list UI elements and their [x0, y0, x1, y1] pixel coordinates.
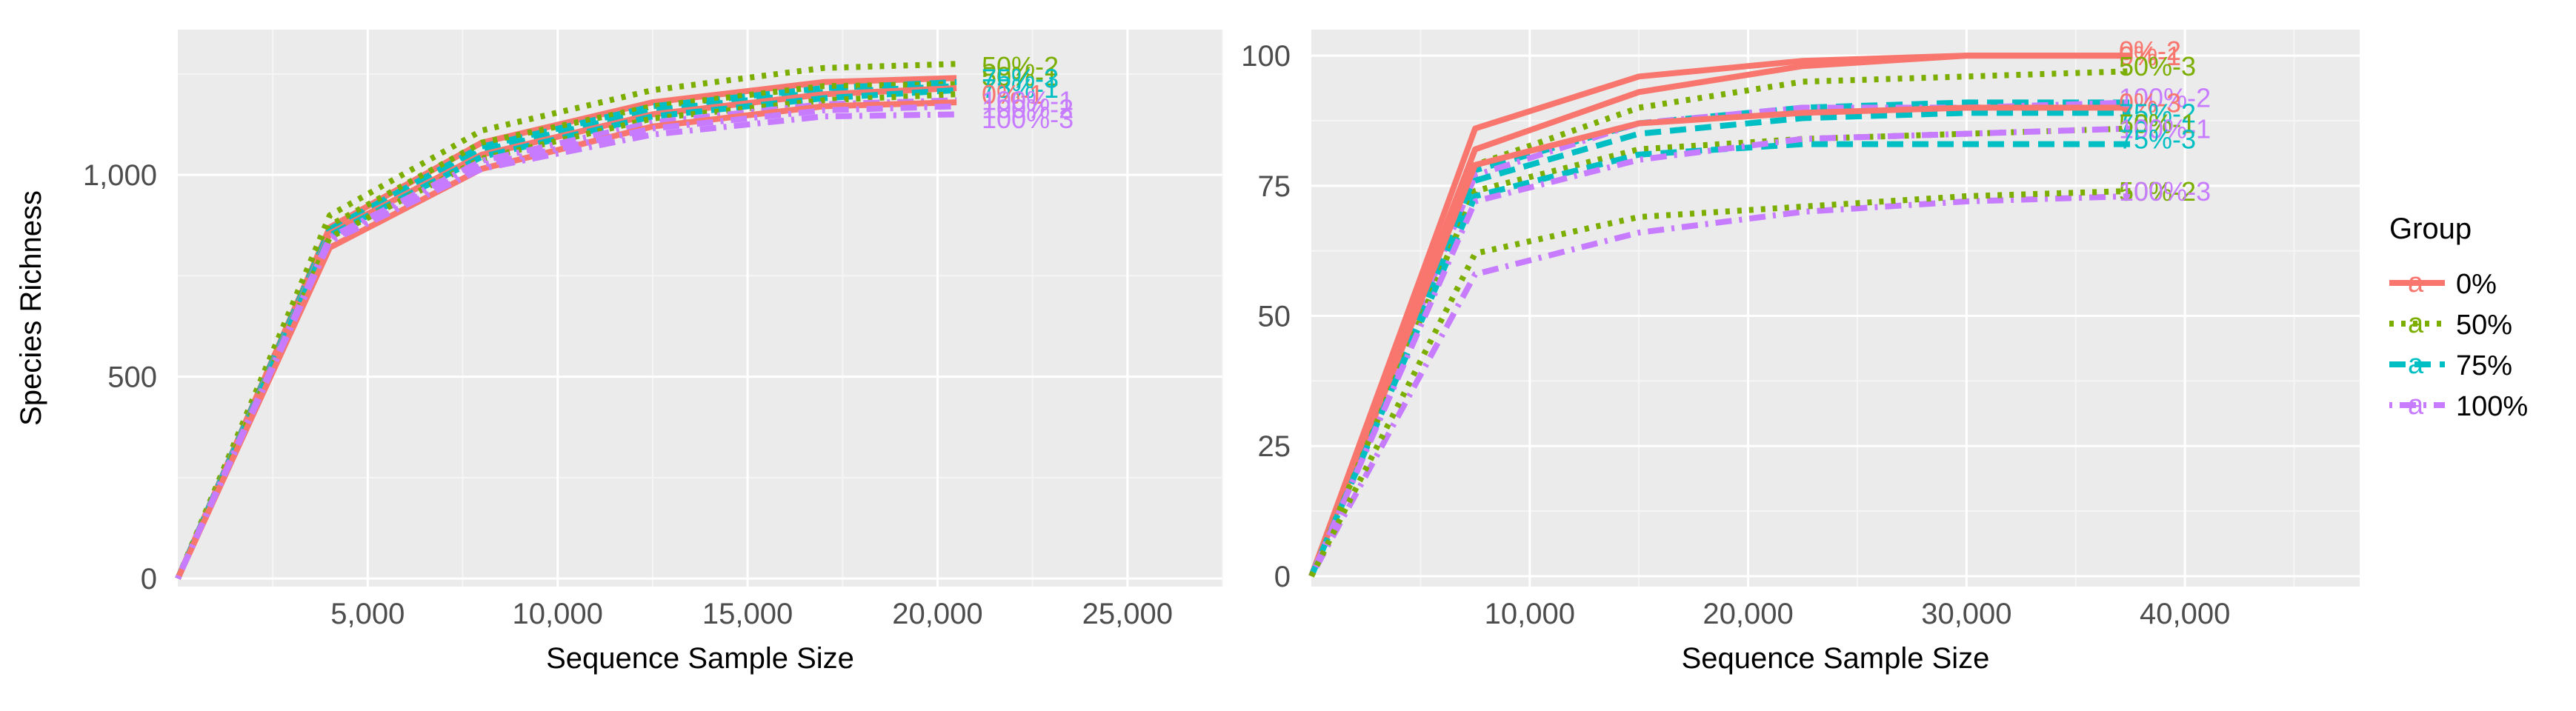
left-chart-panel: 50%-250%-175%-375%-10%-1100%-1100%-2100%…	[15, 30, 1223, 675]
series-end-label: 50%-3	[2119, 51, 2196, 81]
legend: Group a 0% a 50% a 75% a 100%	[2389, 213, 2528, 422]
series-end-label: 0%-2	[2119, 36, 2181, 66]
series-line-75%-1	[1308, 110, 2131, 578]
series-end-label: 75%-2	[2119, 98, 2196, 128]
x-tick-label: 15,000	[702, 598, 793, 630]
y-tick-label: 500	[107, 361, 157, 394]
legend-item-label: 75%	[2456, 350, 2512, 381]
x-axis-title: Sequence Sample Size	[1682, 642, 1990, 675]
series-end-label: 100%-3	[982, 104, 1074, 134]
legend-key-letter: a	[2408, 308, 2424, 339]
y-tick-label: 50	[1258, 301, 1291, 333]
legend-title: Group	[2389, 213, 2472, 245]
legend-key-letter: a	[2408, 349, 2424, 380]
series-end-label: 50%-2	[982, 51, 1059, 81]
series-end-label: 100%-2	[2119, 82, 2211, 113]
series-end-label: 100%-1	[2119, 114, 2211, 144]
x-tick-label: 20,000	[892, 598, 982, 630]
y-axis-title: Species Richness	[15, 190, 47, 426]
y-tick-label: 75	[1258, 170, 1291, 203]
series-end-label: 50%-1	[982, 61, 1059, 92]
series-line-0%-1	[1308, 53, 2131, 578]
series-line-100%-1	[1308, 125, 2131, 578]
y-tick-label: 1,000	[83, 159, 157, 192]
y-tick-label: 25	[1258, 430, 1291, 463]
series-end-label: 100%-1	[982, 85, 1074, 116]
x-tick-label: 10,000	[513, 598, 603, 630]
x-tick-label: 20,000	[1703, 598, 1793, 630]
series-line-100%-1	[175, 97, 957, 580]
legend-item-label: 0%	[2456, 269, 2497, 300]
series-line-100%-3	[1308, 193, 2131, 578]
legend-key-letter: a	[2408, 267, 2424, 298]
series-end-label: 0%-3	[2119, 87, 2181, 118]
y-tick-label: 0	[141, 563, 157, 595]
series-end-label: 75%-1	[982, 73, 1059, 104]
series-end-label: 100%-2	[982, 93, 1074, 124]
series-line-50%-2	[175, 61, 957, 580]
x-tick-label: 25,000	[1082, 598, 1173, 630]
legend-item-label: 50%	[2456, 310, 2512, 341]
x-tick-label: 5,000	[330, 598, 405, 630]
series-end-label: 75%-3	[982, 63, 1059, 93]
right-chart-panel: 0%-20%-150%-3100%-20%-375%-275%-150%-110…	[1241, 30, 2360, 675]
series-end-label: 50%-1	[2119, 109, 2196, 139]
series-end-label: 100%-3	[2119, 176, 2211, 207]
series-end-label: 50%-2	[2119, 176, 2196, 207]
series-end-label: 0%-1	[982, 79, 1044, 110]
series-end-label: 75%-1	[2119, 109, 2196, 139]
y-tick-label: 100	[1241, 40, 1291, 73]
legend-item-label: 100%	[2456, 391, 2528, 422]
x-axis-title: Sequence Sample Size	[546, 642, 854, 675]
x-tick-label: 10,000	[1485, 598, 1575, 630]
x-tick-label: 40,000	[2140, 598, 2230, 630]
y-tick-label: 0	[1274, 561, 1291, 593]
series-line-100%-3	[175, 111, 957, 580]
legend-key-letter: a	[2408, 390, 2424, 421]
series-end-label: 75%-3	[2119, 124, 2196, 155]
x-tick-label: 30,000	[1921, 598, 2011, 630]
series-line-0%-3	[1308, 104, 2131, 578]
series-end-label: 0%-1	[2119, 41, 2181, 71]
